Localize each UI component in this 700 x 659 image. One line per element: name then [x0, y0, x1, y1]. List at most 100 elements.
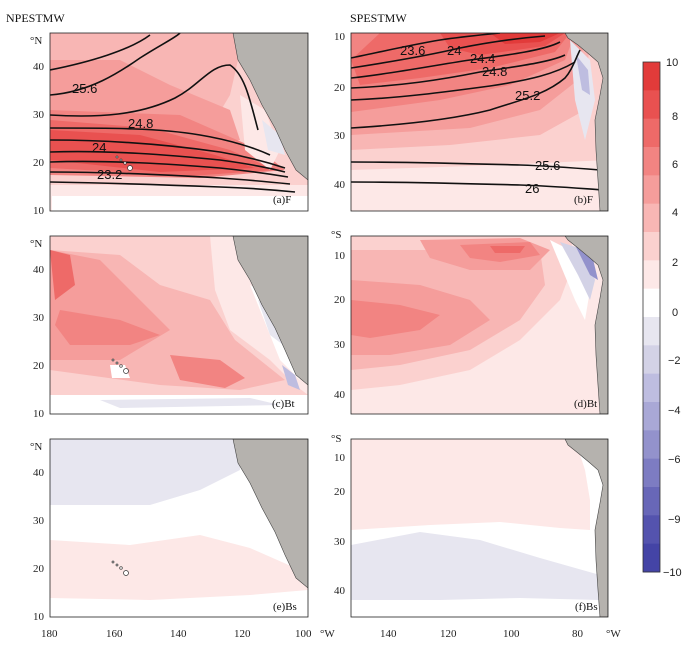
panel-f: [351, 439, 608, 617]
colorbar-swatch: [643, 175, 660, 205]
colorbar-tick-labels: 10 8 6 4 2 0 −2 −4 −6 −9 −10: [663, 57, 682, 579]
panel-e: [50, 439, 308, 617]
land-south-america-b: [564, 33, 608, 211]
lat-tick: 40: [334, 585, 346, 597]
land-south-america-f: [564, 439, 608, 617]
land-north-america-a: [232, 33, 308, 181]
contour-label: 24.4: [470, 51, 495, 66]
lat-tick: 40: [334, 389, 346, 401]
lon-tick: 100: [503, 628, 520, 640]
colorbar-swatch: [643, 515, 660, 545]
lon-tick: 80: [572, 628, 584, 640]
lat-tick: 30: [334, 536, 346, 548]
lat-tick: 20: [33, 563, 45, 575]
colorbar-swatch: [643, 487, 660, 516]
colorbar-tick: 0: [672, 307, 678, 319]
contours-a: [50, 33, 296, 193]
lat-tick: 20: [334, 486, 346, 498]
hawaii-islands-a: [115, 155, 133, 171]
colorbar-swatch: [643, 203, 660, 233]
panel-label-d: (d)Bt: [574, 398, 597, 410]
lon-tick: 140: [380, 628, 397, 640]
contour-label: 25.2: [515, 88, 540, 103]
land-south-america-d: [564, 236, 608, 414]
colorbar-swatch: [643, 430, 660, 460]
lat-tick: 30: [334, 130, 346, 142]
south-lon-axis: 140 120 100 80 °W: [380, 628, 621, 640]
panel-label-c: (c)Bt: [272, 398, 295, 410]
lon-tick: 100: [295, 628, 312, 640]
south-lat-axis-b: 10 20 30 40: [334, 31, 346, 191]
north-lon-axis: 180 160 140 120 100 °W: [41, 628, 335, 640]
lat-tick: 20: [33, 360, 45, 372]
contour-label: 26: [525, 181, 539, 196]
lat-tick: 10: [334, 250, 346, 262]
lon-unit-label: °W: [606, 628, 621, 640]
contours-b: [351, 33, 606, 191]
panel-label-a: (a)F: [273, 194, 291, 206]
panel-d: [351, 236, 608, 414]
lat-tick: 30: [334, 339, 346, 351]
colorbar-frame: [642, 61, 661, 573]
colorbar-swatch: [643, 402, 660, 431]
panel-e-frame: [49, 438, 309, 618]
lat-tick: 40: [33, 467, 45, 479]
lat-unit-label: °N: [30, 441, 42, 453]
lon-tick: 120: [440, 628, 457, 640]
colorbar-tick: 10: [666, 57, 678, 69]
lat-tick: 10: [334, 452, 346, 464]
contour-label: 23.6: [400, 43, 425, 58]
lat-unit-label: °N: [30, 35, 42, 47]
region-title-south: SPESTMW: [350, 11, 407, 25]
lat-tick: 20: [334, 294, 346, 306]
colorbar-swatch: [643, 543, 660, 573]
lon-tick: 120: [234, 628, 251, 640]
lat-tick: 20: [334, 82, 346, 94]
land-north-america-e: [232, 439, 308, 589]
lat-tick: 40: [33, 264, 45, 276]
lon-tick: 140: [170, 628, 187, 640]
north-lat-axis-e: °N 40 30 20 10: [30, 441, 45, 623]
contour-label: 25.6: [535, 158, 560, 173]
lon-tick: 180: [41, 628, 58, 640]
panel-a: [50, 33, 308, 211]
south-lat-axis-f: °S 10 20 30 40: [331, 433, 346, 597]
region-title-north: NPESTMW: [6, 11, 65, 25]
lat-tick: 40: [33, 61, 45, 73]
lat-tick: 30: [33, 515, 45, 527]
lat-unit-label: °S: [331, 229, 342, 241]
panel-label-f: (f)Bs: [575, 601, 598, 613]
colorbar-swatch: [643, 118, 660, 148]
lat-tick: 10: [33, 408, 45, 420]
lat-tick: 30: [33, 312, 45, 324]
colorbar-swatch: [643, 62, 660, 91]
colorbar-swatch: [643, 288, 660, 318]
lon-tick: 160: [106, 628, 123, 640]
north-lat-axis-a: °N 40 30 20 10: [30, 35, 45, 217]
panel-a-frame: [49, 32, 309, 212]
panel-c-frame: [49, 235, 309, 415]
hawaii-islands-e: [111, 560, 129, 576]
colorbar: [642, 61, 661, 573]
panel-d-frame: [350, 235, 609, 415]
lat-unit-label: °S: [331, 433, 342, 445]
panel-label-b: (b)F: [574, 194, 593, 206]
lat-tick: 40: [334, 179, 346, 191]
colorbar-swatch: [643, 232, 660, 261]
colorbar-swatch: [643, 373, 660, 403]
colorbar-tick: 4: [672, 207, 678, 219]
contour-label: 24.8: [128, 116, 153, 131]
contour-label: 23.2: [97, 167, 122, 182]
lat-tick: 30: [33, 109, 45, 121]
lat-tick: 10: [33, 611, 45, 623]
colorbar-tick: −10: [663, 567, 682, 579]
panel-b-frame: [350, 32, 609, 212]
lat-tick: 20: [33, 157, 45, 169]
colorbar-swatch: [643, 90, 660, 120]
contour-label: 24: [92, 140, 106, 155]
colorbar-tick: −9: [668, 514, 681, 526]
colorbar-swatch: [643, 458, 660, 488]
panel-f-frame: [350, 438, 609, 618]
panel-b: [351, 33, 608, 211]
